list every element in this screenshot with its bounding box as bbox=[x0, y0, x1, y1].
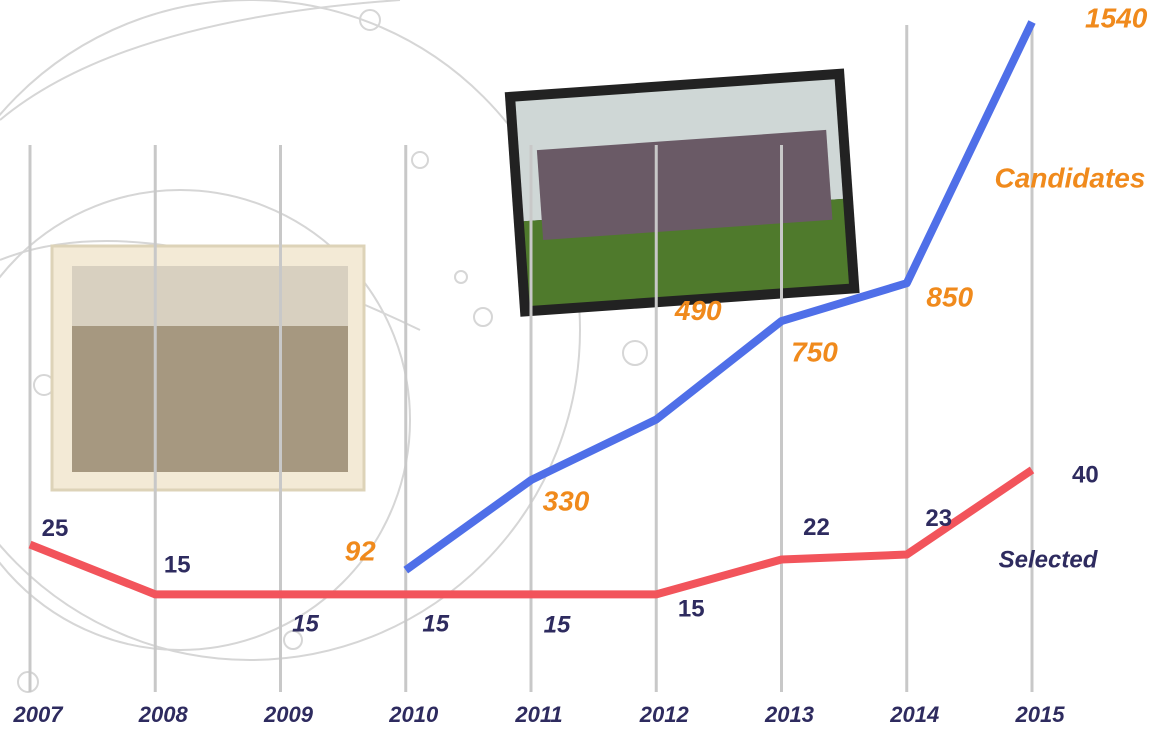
value-label: 40 bbox=[1072, 461, 1099, 488]
value-label: 490 bbox=[674, 295, 722, 326]
value-label: 23 bbox=[925, 505, 952, 532]
value-label: 92 bbox=[345, 536, 377, 567]
x-tick-label: 2014 bbox=[889, 702, 939, 727]
value-label: 22 bbox=[803, 514, 830, 541]
value-label: 750 bbox=[791, 336, 838, 367]
x-tick-label: 2015 bbox=[1015, 702, 1066, 727]
value-label: 25 bbox=[42, 515, 69, 542]
value-label: 15 bbox=[422, 611, 449, 638]
value-label: 15 bbox=[292, 611, 319, 638]
legend-label: Selected bbox=[999, 546, 1099, 573]
value-label: 1540 bbox=[1085, 2, 1148, 33]
legend-label: Candidates bbox=[995, 162, 1146, 193]
value-label: 15 bbox=[544, 612, 571, 639]
photo-right bbox=[505, 69, 860, 317]
value-label: 330 bbox=[543, 485, 590, 516]
value-label: 15 bbox=[164, 552, 191, 579]
chart: 2007 2008 2009 2010 2011 2012 2013 2014 2015 92 33… bbox=[0, 0, 1161, 729]
photo-left bbox=[52, 246, 364, 490]
x-tick-label: 2009 bbox=[263, 702, 314, 727]
x-tick-label: 2013 bbox=[764, 702, 814, 727]
x-tick-label: 2008 bbox=[138, 702, 189, 727]
x-tick-label: 2010 bbox=[388, 702, 439, 727]
x-tick-label: 2007 bbox=[13, 702, 65, 727]
x-tick-label: 2012 bbox=[639, 702, 690, 727]
value-label: 850 bbox=[926, 282, 973, 313]
value-label: 15 bbox=[678, 596, 705, 623]
x-tick-label: 2011 bbox=[514, 702, 562, 727]
